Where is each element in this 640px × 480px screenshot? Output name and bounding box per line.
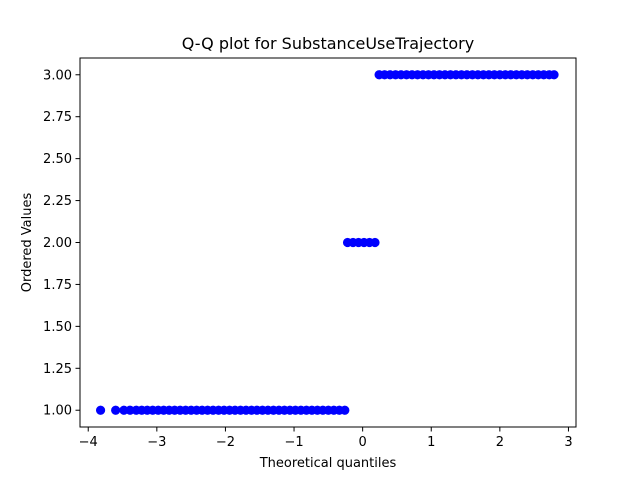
x-tick-label: −4 — [79, 435, 98, 450]
y-axis-label: Ordered Values — [20, 193, 35, 293]
y-tick-label: 2.50 — [43, 152, 72, 167]
y-tick-label: 2.25 — [43, 194, 72, 209]
x-tick-label: 2 — [496, 435, 504, 450]
data-point — [95, 405, 106, 415]
x-axis-label: Theoretical quantiles — [259, 456, 397, 471]
x-tick-label: 1 — [427, 435, 435, 450]
x-tick-label: −2 — [216, 435, 235, 450]
y-tick-label: 1.25 — [43, 362, 72, 377]
y-axis: 1.00 1.25 1.50 1.75 2.00 2.25 2.50 2.75 3.00 — [43, 68, 80, 419]
y-tick-label: 1.50 — [43, 320, 72, 335]
data-point — [111, 405, 121, 415]
data-point — [370, 237, 380, 248]
y-tick-label: 1.00 — [43, 404, 72, 419]
x-tick-label: −1 — [284, 435, 303, 450]
x-tick-label: −3 — [147, 435, 166, 450]
y-tick-label: 1.75 — [43, 278, 72, 293]
data-point — [340, 405, 350, 415]
x-tick-label: 0 — [359, 435, 367, 450]
chart-title: Q-Q plot for SubstanceUseTrajectory — [182, 34, 474, 53]
y-tick-label: 3.00 — [43, 68, 72, 83]
data-points — [95, 70, 559, 415]
y-tick-label: 2.75 — [43, 110, 72, 125]
data-point — [549, 70, 559, 80]
y-tick-label: 2.00 — [43, 236, 72, 251]
x-axis: −4 −3 −2 −1 0 1 2 3 — [79, 427, 573, 450]
x-tick-label: 3 — [564, 435, 572, 450]
